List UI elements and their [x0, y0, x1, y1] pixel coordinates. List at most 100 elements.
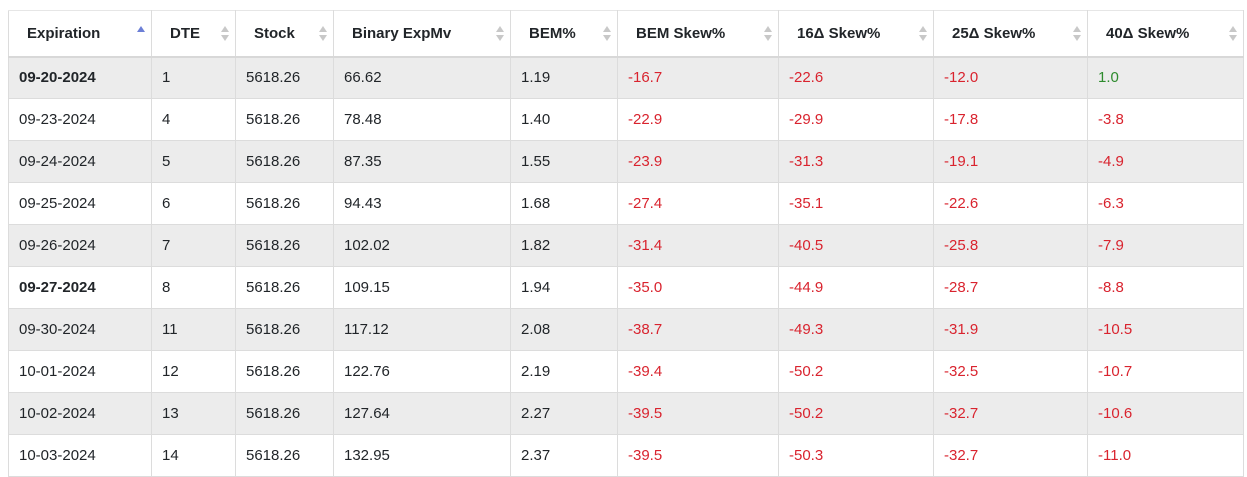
cell-binary-expmv: 102.02 [333, 224, 511, 267]
cell-bem-skew: -39.5 [617, 392, 779, 435]
cell-bem-pct: 1.68 [510, 182, 618, 225]
cell-16-delta-skew: -29.9 [778, 98, 934, 141]
column-header-40-delta-skew[interactable]: 40Δ Skew% [1087, 10, 1244, 58]
column-header-25-delta-skew[interactable]: 25Δ Skew% [933, 10, 1088, 58]
cell-16-delta-skew: -40.5 [778, 224, 934, 267]
cell-bem-skew: -35.0 [617, 266, 779, 309]
cell-dte: 8 [151, 266, 236, 309]
cell-dte: 7 [151, 224, 236, 267]
sort-arrows-icon[interactable] [764, 26, 772, 42]
cell-25-delta-skew: -17.8 [933, 98, 1088, 141]
header-row: Expiration DTE Stock Binary ExpMv BEM% [8, 10, 1244, 58]
cell-bem-skew: -31.4 [617, 224, 779, 267]
table-header: Expiration DTE Stock Binary ExpMv BEM% [8, 10, 1244, 58]
cell-40-delta-skew: -4.9 [1087, 140, 1244, 183]
cell-bem-skew: -39.4 [617, 350, 779, 393]
table-row: 10-03-2024 14 5618.26 132.95 2.37 -39.5 -50.3-… [8, 434, 1244, 477]
cell-dte: 1 [151, 56, 236, 99]
cell-dte: 12 [151, 350, 236, 393]
table-row: 09-20-2024 1 5618.26 66.62 1.19 -16.7 -22.6 -12… [8, 56, 1244, 99]
cell-16-delta-skew: -50.2 [778, 392, 934, 435]
cell-binary-expmv: 109.15 [333, 266, 511, 309]
cell-binary-expmv: 78.48 [333, 98, 511, 141]
cell-binary-expmv: 122.76 [333, 350, 511, 393]
column-header-bem-pct[interactable]: BEM% [510, 10, 618, 58]
cell-stock: 5618.26 [235, 56, 334, 99]
expiration-table-container: Expiration DTE Stock Binary ExpMv BEM% [8, 10, 1244, 477]
cell-stock: 5618.26 [235, 224, 334, 267]
cell-40-delta-skew: -10.5 [1087, 308, 1244, 351]
cell-bem-pct: 1.19 [510, 56, 618, 99]
table-row: 09-30-2024 11 5618.26 117.12 2.08 -38.7 -49.3-… [8, 308, 1244, 351]
cell-16-delta-skew: -49.3 [778, 308, 934, 351]
cell-16-delta-skew: -44.9 [778, 266, 934, 309]
column-header-16-delta-skew[interactable]: 16Δ Skew% [778, 10, 934, 58]
column-header-label: Binary ExpMv [352, 24, 452, 42]
table-body: 09-20-2024 1 5618.26 66.62 1.19 -16.7 -22.6 -12… [8, 56, 1244, 477]
cell-bem-pct: 1.55 [510, 140, 618, 183]
cell-40-delta-skew: -8.8 [1087, 266, 1244, 309]
column-header-label: Stock [254, 24, 295, 42]
cell-25-delta-skew: -32.7 [933, 434, 1088, 477]
cell-dte: 13 [151, 392, 236, 435]
sort-arrows-icon[interactable] [603, 26, 611, 42]
cell-bem-skew: -23.9 [617, 140, 779, 183]
sort-arrows-icon[interactable] [137, 26, 145, 42]
cell-dte: 4 [151, 98, 236, 141]
cell-dte: 5 [151, 140, 236, 183]
sort-arrows-icon[interactable] [496, 26, 504, 42]
table-row: 09-23-2024 4 5618.26 78.48 1.40 -22.9 -29.9 -17… [8, 98, 1244, 141]
expiration-skew-table: Expiration DTE Stock Binary ExpMv BEM% [8, 10, 1244, 477]
cell-stock: 5618.26 [235, 308, 334, 351]
cell-25-delta-skew: -32.7 [933, 392, 1088, 435]
cell-25-delta-skew: -19.1 [933, 140, 1088, 183]
column-header-label: 16Δ Skew% [797, 24, 881, 42]
sort-arrows-icon[interactable] [1073, 26, 1081, 42]
sort-arrows-icon[interactable] [1229, 26, 1237, 42]
column-header-bem-skew[interactable]: BEM Skew% [617, 10, 779, 58]
column-header-label: DTE [170, 24, 200, 42]
sort-arrows-icon[interactable] [919, 26, 927, 42]
cell-25-delta-skew: -28.7 [933, 266, 1088, 309]
cell-bem-pct: 1.94 [510, 266, 618, 309]
sort-arrows-icon[interactable] [319, 26, 327, 42]
cell-dte: 14 [151, 434, 236, 477]
table-row: 09-26-2024 7 5618.26 102.02 1.82 -31.4 -40.5 -2… [8, 224, 1244, 267]
cell-binary-expmv: 117.12 [333, 308, 511, 351]
column-header-label: BEM Skew% [636, 24, 726, 42]
column-header-binary-expmv[interactable]: Binary ExpMv [333, 10, 511, 58]
cell-expiration: 09-24-2024 [8, 140, 152, 183]
cell-bem-pct: 1.40 [510, 98, 618, 141]
cell-40-delta-skew: -6.3 [1087, 182, 1244, 225]
cell-expiration: 09-30-2024 [8, 308, 152, 351]
cell-dte: 6 [151, 182, 236, 225]
table-row: 09-27-2024 8 5618.26 109.15 1.94 -35.0 -44.9 -2… [8, 266, 1244, 309]
cell-expiration: 09-26-2024 [8, 224, 152, 267]
cell-stock: 5618.26 [235, 182, 334, 225]
cell-bem-skew: -16.7 [617, 56, 779, 99]
cell-expiration: 10-02-2024 [8, 392, 152, 435]
column-header-label: BEM% [529, 24, 576, 42]
cell-stock: 5618.26 [235, 434, 334, 477]
table-row: 09-24-2024 5 5618.26 87.35 1.55 -23.9 -31.3 -19… [8, 140, 1244, 183]
cell-bem-skew: -39.5 [617, 434, 779, 477]
cell-bem-skew: -22.9 [617, 98, 779, 141]
cell-40-delta-skew: -10.7 [1087, 350, 1244, 393]
column-header-dte[interactable]: DTE [151, 10, 236, 58]
sort-arrows-icon[interactable] [221, 26, 229, 42]
cell-25-delta-skew: -25.8 [933, 224, 1088, 267]
column-header-expiration[interactable]: Expiration [8, 10, 152, 58]
cell-25-delta-skew: -31.9 [933, 308, 1088, 351]
cell-40-delta-skew: -11.0 [1087, 434, 1244, 477]
cell-bem-pct: 1.82 [510, 224, 618, 267]
cell-binary-expmv: 87.35 [333, 140, 511, 183]
cell-binary-expmv: 127.64 [333, 392, 511, 435]
cell-40-delta-skew: -3.8 [1087, 98, 1244, 141]
cell-expiration: 09-20-2024 [8, 56, 152, 99]
cell-25-delta-skew: -32.5 [933, 350, 1088, 393]
column-header-stock[interactable]: Stock [235, 10, 334, 58]
cell-stock: 5618.26 [235, 392, 334, 435]
cell-40-delta-skew: -7.9 [1087, 224, 1244, 267]
cell-expiration: 10-01-2024 [8, 350, 152, 393]
cell-16-delta-skew: -50.2 [778, 350, 934, 393]
